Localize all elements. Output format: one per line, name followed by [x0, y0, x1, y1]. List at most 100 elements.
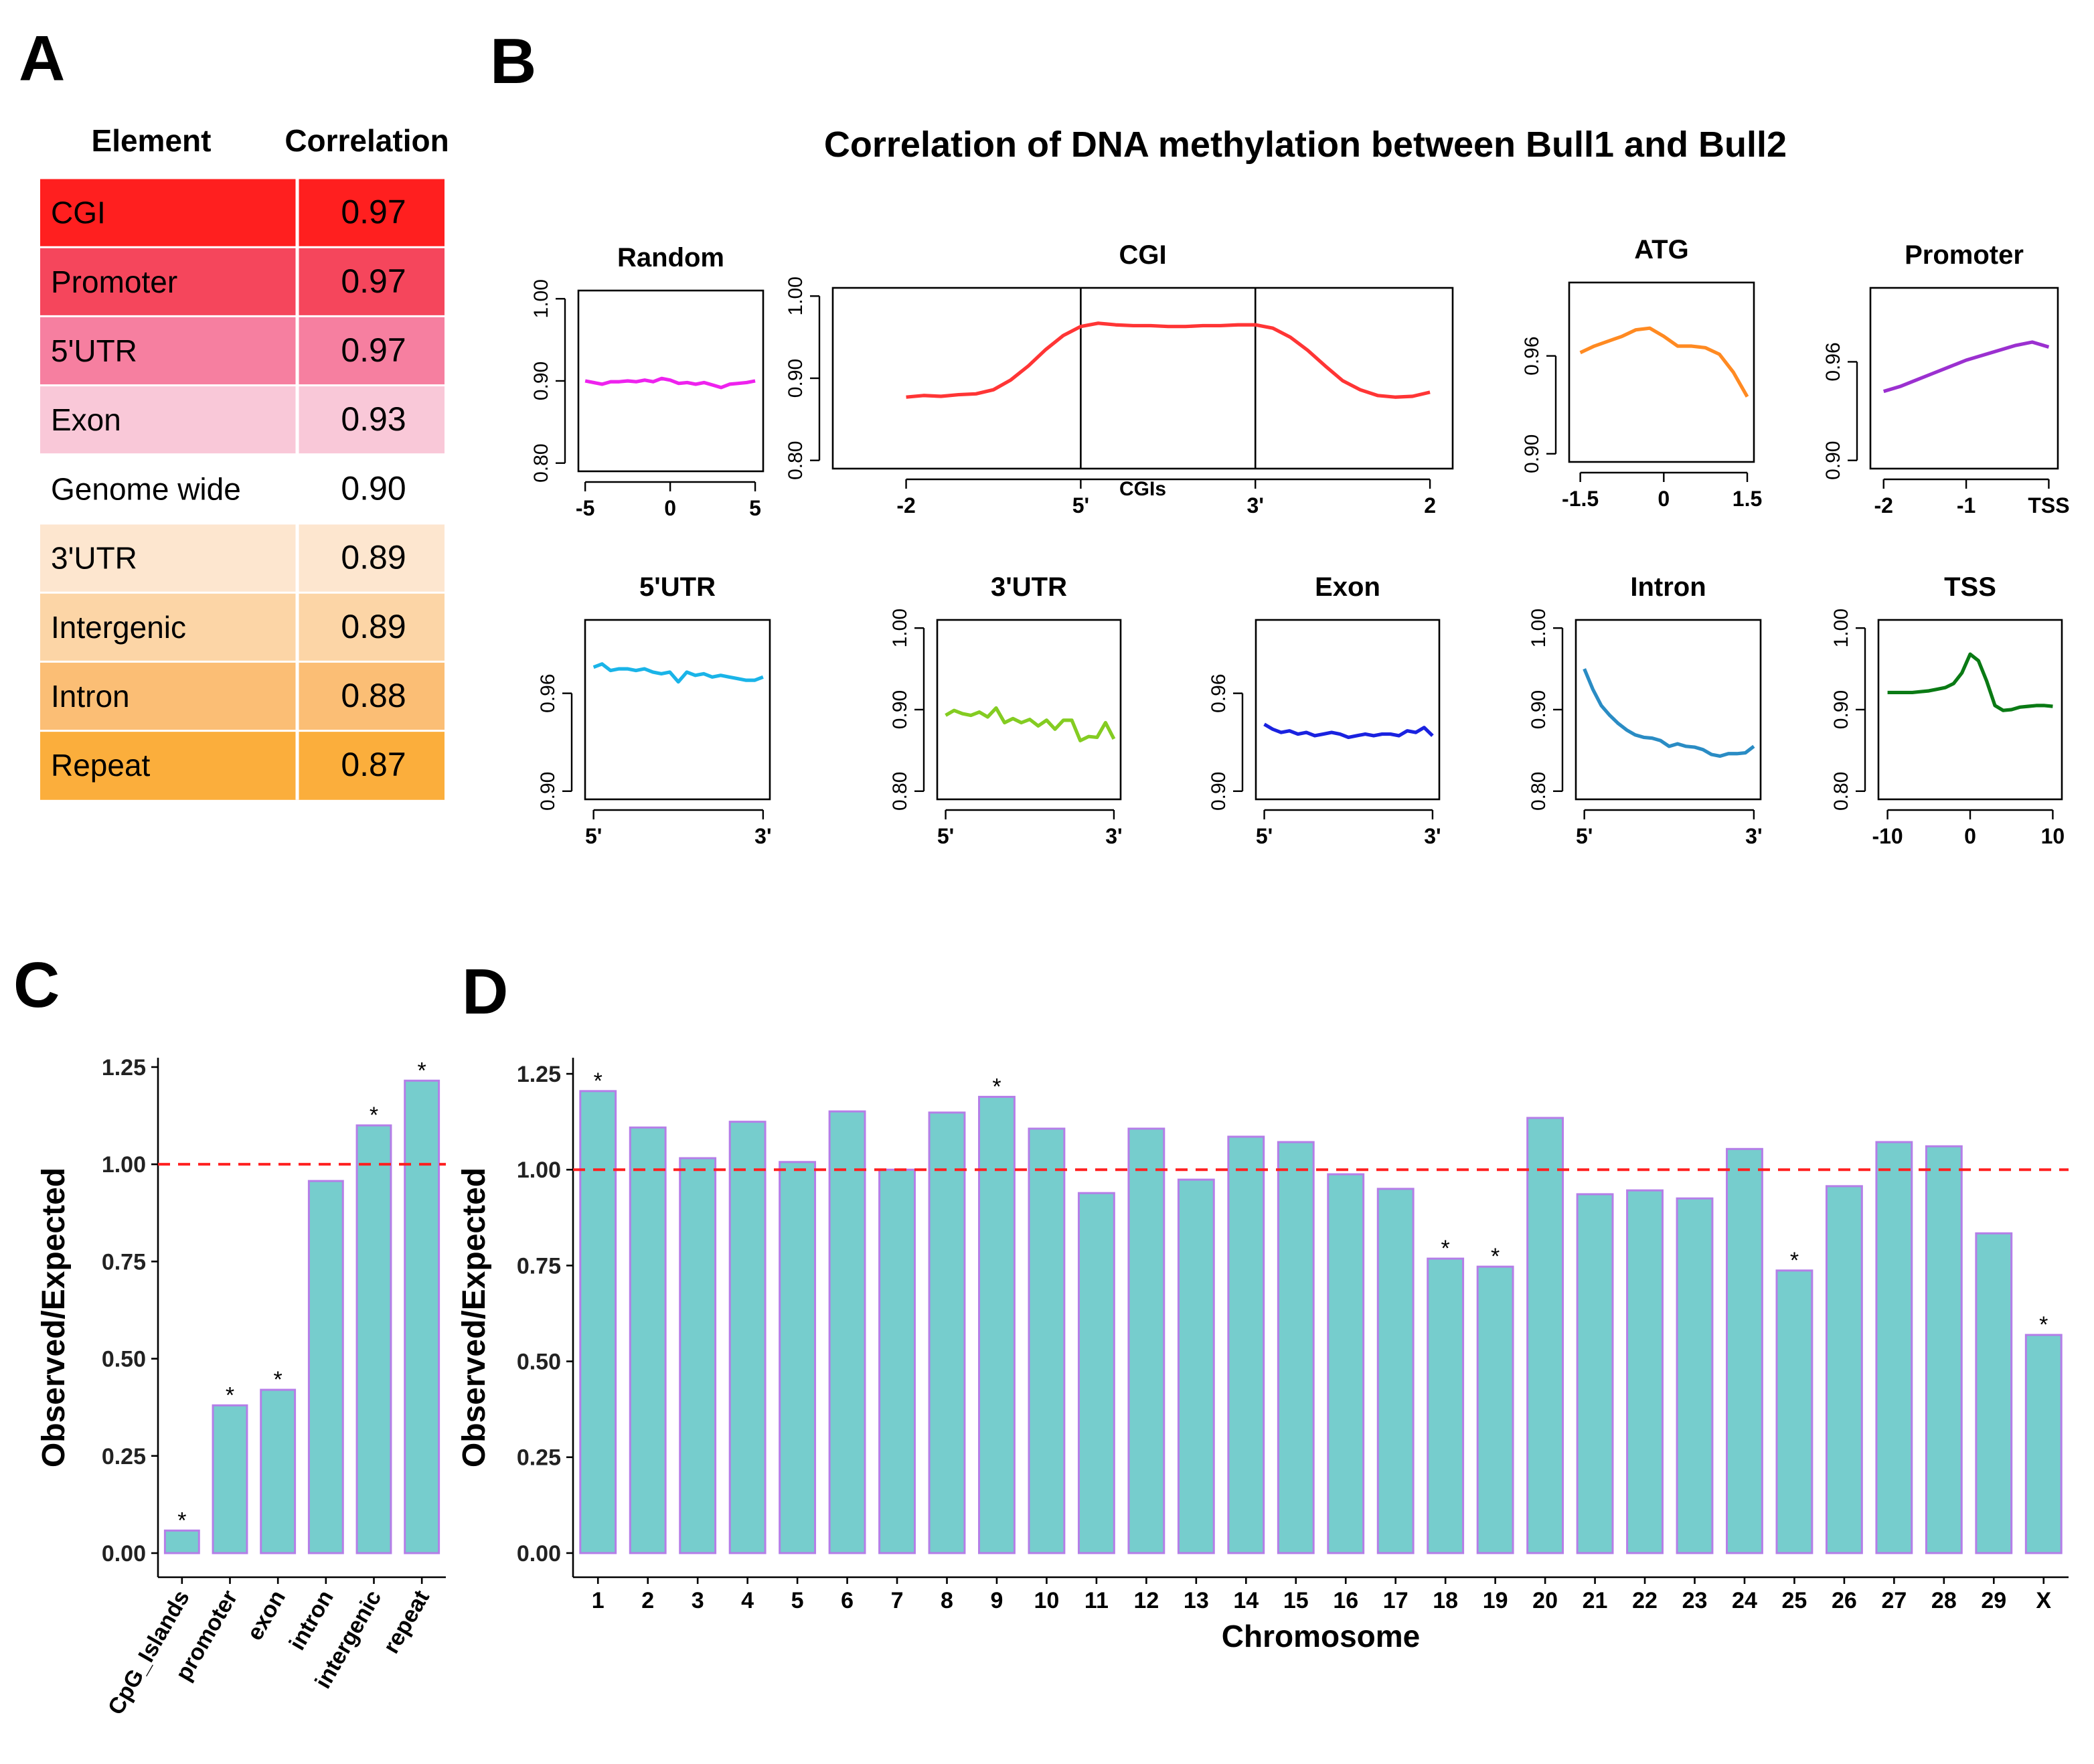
table-cell: 0.87 [341, 746, 406, 783]
y-axis-label: Observed/Expected [36, 1168, 72, 1467]
x-tick-label: 0 [1964, 824, 1976, 848]
plot-frame [577, 289, 764, 473]
x-tick-label: 25 [1782, 1588, 1807, 1613]
y-tick-label: 0.90 [1822, 441, 1844, 480]
y-axis-label: Observed/Expected [457, 1168, 492, 1467]
bar [1875, 1141, 1913, 1554]
plot-frame [1869, 287, 2059, 470]
y-tick-label: 0.96 [1208, 673, 1230, 712]
significance-mark: * [594, 1068, 602, 1094]
x-tick-label: 3' [754, 824, 771, 848]
x-tick-label: 3 [692, 1588, 704, 1613]
y-tick-label: 0.96 [1521, 336, 1543, 375]
data-line [1882, 340, 2050, 394]
plot-frame [831, 287, 1454, 470]
bar [1825, 1185, 1863, 1554]
chart-title: 3'UTR [991, 572, 1067, 602]
table-row [40, 247, 445, 317]
y-tick-label: 1.00 [1528, 609, 1550, 647]
bar [355, 1124, 392, 1554]
table-row [40, 661, 445, 731]
plot-frame [1575, 619, 1762, 801]
x-tick-label: 4 [741, 1588, 754, 1613]
data-line [1579, 326, 1749, 398]
x-tick-label: 26 [1832, 1588, 1857, 1613]
x-tick-label: -5 [576, 496, 594, 520]
y-tick-label: 0.90 [530, 362, 552, 400]
significance-mark: * [177, 1508, 186, 1533]
x-tick-label: 9 [991, 1588, 1003, 1613]
bar [1476, 1265, 1514, 1554]
table-row [40, 524, 445, 593]
significance-mark: * [418, 1058, 426, 1083]
table-cell: CGI [51, 195, 106, 230]
y-tick-label: 0.96 [1822, 342, 1844, 381]
x-tick-label: 2 [1424, 493, 1436, 517]
x-tick-label: 5' [1256, 824, 1273, 848]
chart-title: Exon [1315, 572, 1380, 602]
table-row [40, 592, 445, 662]
x-tick-label: 8 [941, 1588, 953, 1613]
bar [1277, 1141, 1315, 1554]
x-tick-label: X [2036, 1588, 2051, 1613]
x-tick-label: 20 [1532, 1588, 1558, 1613]
bar [728, 1121, 767, 1554]
y-tick-label: 0.25 [102, 1444, 146, 1469]
data-line [1263, 722, 1434, 740]
significance-mark: * [1491, 1244, 1500, 1269]
chart-title: ATG [1634, 235, 1688, 264]
bar [1626, 1189, 1664, 1554]
y-tick-label: 0.00 [102, 1541, 146, 1567]
x-tick-label: 2 [641, 1588, 654, 1613]
panel-label: D [462, 956, 508, 1028]
data-line [592, 662, 764, 684]
y-tick-label: 0.80 [1830, 772, 1852, 811]
y-tick-label: 1.25 [102, 1055, 146, 1080]
bar [1726, 1147, 1763, 1554]
plot-frame [584, 619, 771, 801]
x-tick-label: 0 [664, 496, 676, 520]
bar [1925, 1145, 1963, 1554]
y-tick-label: 0.90 [785, 359, 807, 398]
y-tick-label: 0.90 [1208, 772, 1230, 811]
bar [212, 1404, 248, 1554]
y-tick-label: 0.25 [517, 1445, 561, 1471]
panel-label: C [13, 949, 60, 1021]
x-tick-label: 1.5 [1733, 487, 1762, 511]
y-tick-label: 0.80 [785, 441, 807, 480]
bar [1676, 1197, 1714, 1554]
significance-mark: * [370, 1103, 378, 1128]
bar [1576, 1193, 1614, 1554]
y-tick-label: 1.00 [530, 279, 552, 318]
y-tick-label: 1.00 [1830, 609, 1852, 647]
y-tick-label: 1.00 [517, 1157, 561, 1183]
figure-title: Correlation of DNA methylation between B… [824, 125, 1787, 165]
x-tick-label: 17 [1383, 1588, 1408, 1613]
chart-title: TSS [1944, 572, 1996, 602]
bar [1975, 1232, 2013, 1554]
bar [928, 1111, 966, 1554]
panel-label: B [490, 25, 536, 97]
x-tick-label: 10 [1034, 1588, 1060, 1613]
x-tick-label: 23 [1682, 1588, 1708, 1613]
y-tick-label: 0.80 [889, 772, 911, 811]
chart-title: Promoter [1905, 240, 2024, 270]
x-tick-label: 28 [1931, 1588, 1957, 1613]
y-tick-label: 0.90 [537, 772, 559, 811]
significance-mark: * [274, 1367, 283, 1392]
x-tick-label: -10 [1872, 824, 1903, 848]
chart-title: Intron [1630, 572, 1706, 602]
x-tick-label: -2 [896, 493, 915, 517]
table-cell: 0.97 [341, 262, 406, 300]
y-tick-label: 1.00 [785, 276, 807, 315]
x-tick-label: 5' [1576, 824, 1593, 848]
y-tick-label: 1.25 [517, 1062, 561, 1087]
table-cell: 0.93 [341, 400, 406, 438]
significance-mark: * [1441, 1236, 1450, 1261]
x-tick-label: 14 [1233, 1588, 1259, 1613]
plot-frame [936, 619, 1122, 801]
x-tick-label: 7 [891, 1588, 904, 1613]
x-axis-label: Chromosome [1222, 1619, 1420, 1654]
